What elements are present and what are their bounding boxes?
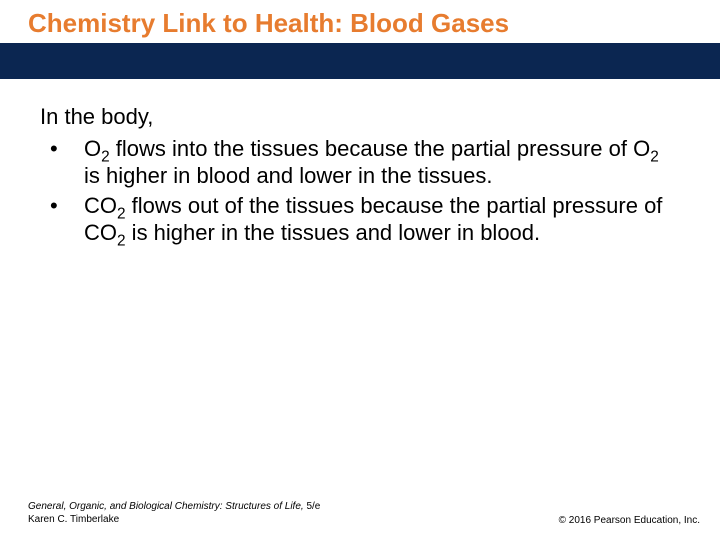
lead-text: In the body, [40,103,680,131]
title-area: Chemistry Link to Health: Blood Gases [0,0,720,39]
bullet-text-pre: CO [84,193,117,218]
slide-content: In the body, O 2 flows into the tissues b… [0,79,720,247]
book-title: General, Organic, and Biological Chemist… [28,501,304,512]
copyright: © 2016 Pearson Education, Inc. [559,515,700,526]
list-item: O 2 flows into the tissues because the pa… [40,135,680,190]
bullet-text-post: is higher in the tissues and lower in bl… [126,220,541,245]
list-item: CO2 flows out of the tissues because the… [40,192,680,247]
bullet-text-post: is higher in blood and lower in the tiss… [84,163,492,188]
subscript: 2 [650,148,659,165]
footer: General, Organic, and Biological Chemist… [0,500,720,526]
slide-title: Chemistry Link to Health: Blood Gases [28,8,720,39]
book-edition: 5/e [304,501,321,512]
bullet-text-mid: flows into the tissues because the parti… [110,136,651,161]
footer-left: General, Organic, and Biological Chemist… [28,500,320,526]
title-underline-bar [0,43,720,79]
bullet-text-pre: O [84,136,101,161]
subscript: 2 [117,205,126,222]
author: Karen C. Timberlake [28,514,119,525]
subscript: 2 [117,232,126,249]
bullet-list: O 2 flows into the tissues because the pa… [40,135,680,247]
